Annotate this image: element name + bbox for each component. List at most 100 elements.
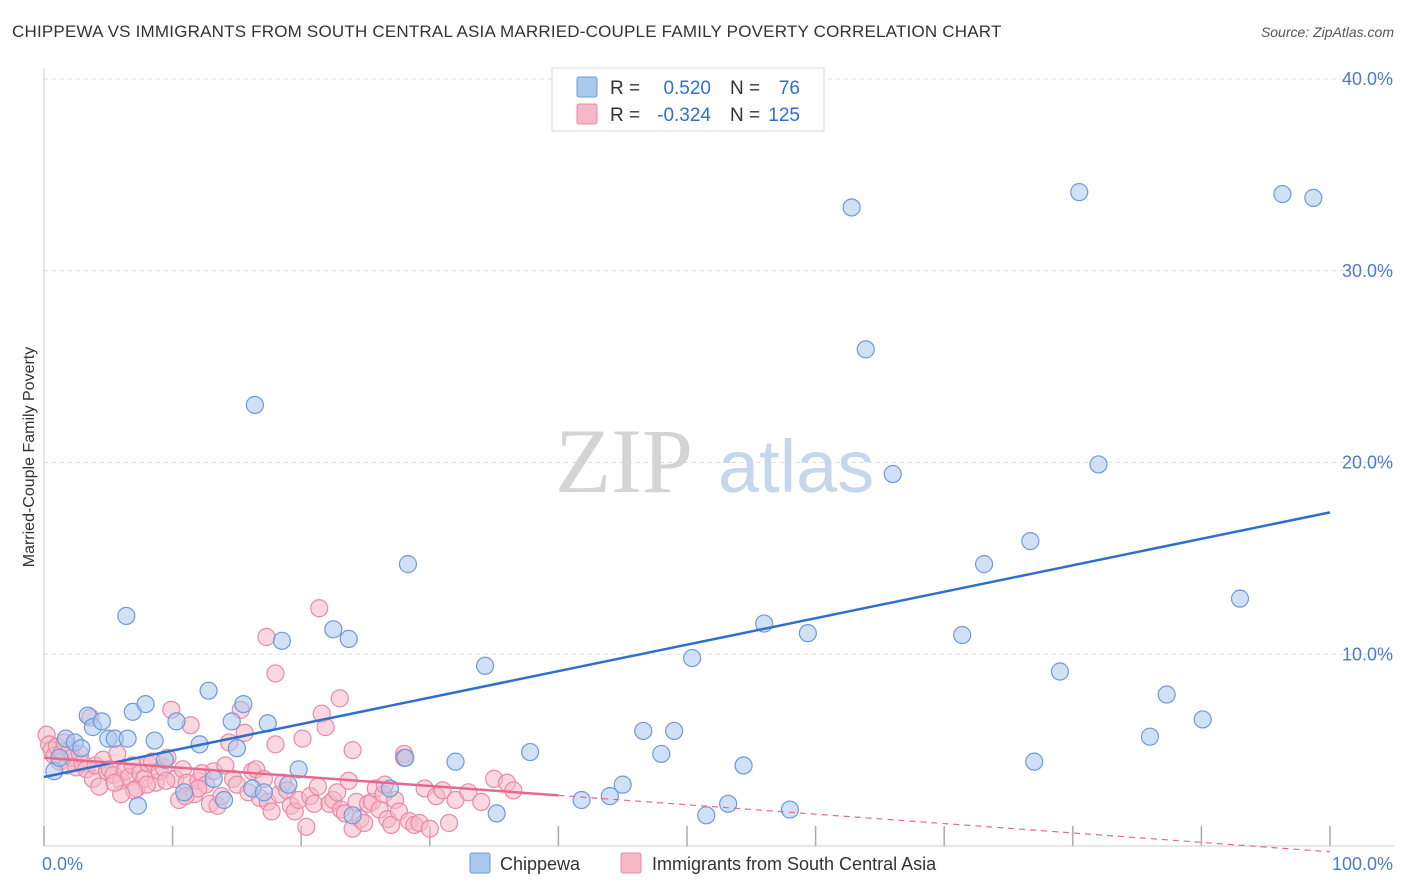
chippewa-point-10	[118, 729, 137, 748]
chippewa-point-64	[1070, 183, 1089, 202]
chippewa-point-49	[683, 648, 702, 668]
immigrants-point-75	[308, 777, 328, 796]
trend-lines	[43, 511, 1331, 853]
chippewa-point-43	[572, 790, 591, 810]
bottom-legend-chippewa: Chippewa	[500, 854, 581, 874]
chippewa-point-45	[613, 775, 632, 794]
immigrants-point-111	[343, 741, 362, 760]
chippewa-point-16	[117, 606, 136, 626]
immigrants-point-102	[420, 819, 439, 838]
chippewa-point-47	[652, 744, 671, 764]
bottom-legend-swatch-chippewa	[469, 852, 491, 874]
immigrants-point-80	[328, 783, 347, 802]
chippewa-point-24	[227, 739, 246, 758]
immigrants-point-107	[257, 627, 276, 647]
bottom-legend: Chippewa Immigrants from South Central A…	[469, 852, 937, 874]
chippewa-point-71	[1304, 188, 1323, 207]
y-tick-label-0: 10.0%	[1342, 644, 1393, 664]
legend-swatch-chippewa	[576, 76, 598, 98]
series-chippewa-points	[45, 183, 1323, 825]
immigrants-point-72	[297, 817, 316, 836]
chippewa-point-17	[167, 712, 186, 731]
chippewa-point-67	[1157, 685, 1176, 704]
legend-swatch-immigrants	[576, 103, 598, 125]
gridlines	[44, 78, 1394, 655]
bottom-legend-swatch-immigrants	[620, 852, 642, 874]
chippewa-point-25	[234, 695, 253, 714]
immigrants-point-94	[382, 815, 401, 835]
chippewa-point-37	[396, 748, 415, 767]
chippewa-point-13	[145, 731, 164, 750]
chippewa-point-20	[199, 681, 218, 700]
immigrants-point-71	[293, 729, 312, 748]
legend-r-label-1: R =	[610, 105, 640, 126]
immigrants-point-118	[504, 781, 523, 800]
chippewa-point-48	[665, 721, 684, 741]
chippewa-point-32	[289, 760, 308, 779]
legend-box: R = 0.520 N = 76 R = -0.324 N = 125	[551, 67, 825, 132]
immigrants-point-105	[439, 813, 459, 833]
chippewa-point-38	[398, 555, 418, 574]
immigrants-point-115	[472, 792, 491, 811]
chippewa-point-34	[339, 629, 358, 649]
chippewa-point-65	[1089, 455, 1108, 474]
tick-labels: 10.0% 20.0% 30.0% 40.0% 0.0% 100.0%	[42, 69, 1393, 874]
trend-line-1	[43, 756, 559, 797]
chippewa-point-70	[1273, 184, 1292, 204]
chippewa-point-63	[1050, 662, 1070, 681]
y-tick-label-3: 40.0%	[1342, 69, 1393, 89]
chippewa-point-22	[214, 790, 234, 810]
immigrants-point-110	[330, 689, 349, 708]
chippewa-point-33	[324, 620, 343, 639]
immigrants-point-74	[304, 794, 324, 813]
chippewa-point-15	[128, 796, 147, 815]
immigrants-point-63	[262, 802, 281, 821]
chippewa-point-52	[734, 756, 753, 775]
chippewa-point-59	[953, 625, 972, 645]
chippewa-point-68	[1193, 710, 1212, 729]
legend-r-value-0: 0.520	[663, 78, 711, 99]
chippewa-point-23	[222, 712, 241, 731]
trend-line-0	[43, 511, 1331, 779]
chippewa-point-42	[521, 742, 540, 762]
legend-n-value-1: 125	[768, 105, 800, 126]
legend-r-label-0: R =	[610, 78, 640, 99]
immigrants-point-108	[266, 664, 285, 683]
chippewa-point-31	[279, 775, 298, 794]
chippewa-point-66	[1140, 727, 1160, 746]
y-tick-label-1: 20.0%	[1342, 453, 1393, 473]
x-tick-label-0: 0.0%	[42, 854, 83, 874]
bottom-legend-immigrants: Immigrants from South Central Asia	[652, 854, 937, 874]
chippewa-point-54	[780, 800, 799, 819]
chippewa-point-57	[856, 340, 875, 359]
chippewa-point-61	[1021, 532, 1040, 551]
chippewa-point-60	[974, 555, 994, 574]
source-label: Source: ZipAtlas.com	[1260, 24, 1394, 40]
chippewa-point-50	[697, 806, 716, 825]
x-tick-label-1: 100.0%	[1332, 854, 1393, 874]
chippewa-point-12	[136, 695, 155, 714]
chippewa-point-7	[92, 712, 111, 731]
chippewa-point-27	[245, 395, 265, 415]
legend-n-label-0: N =	[730, 78, 760, 99]
chippewa-point-55	[798, 624, 817, 643]
chippewa-point-56	[842, 198, 861, 217]
chippewa-point-51	[719, 794, 738, 813]
watermark-zip: ZIP	[555, 410, 693, 512]
immigrants-point-64	[266, 735, 285, 754]
watermark: ZIP atlas	[555, 410, 874, 512]
chippewa-point-44	[600, 787, 619, 806]
chippewa-point-18	[175, 783, 194, 802]
immigrants-point-109	[310, 599, 329, 618]
legend-n-value-0: 76	[779, 78, 800, 99]
chippewa-point-46	[634, 721, 653, 741]
chippewa-point-21	[204, 769, 223, 788]
legend-n-label-1: N =	[730, 105, 760, 126]
chippewa-point-30	[272, 631, 292, 650]
y-axis-title: Married-Couple Family Poverty	[21, 347, 38, 568]
chippewa-point-58	[883, 464, 902, 484]
chippewa-point-62	[1025, 752, 1044, 771]
watermark-atlas: atlas	[718, 425, 874, 508]
chippewa-point-41	[487, 804, 506, 823]
